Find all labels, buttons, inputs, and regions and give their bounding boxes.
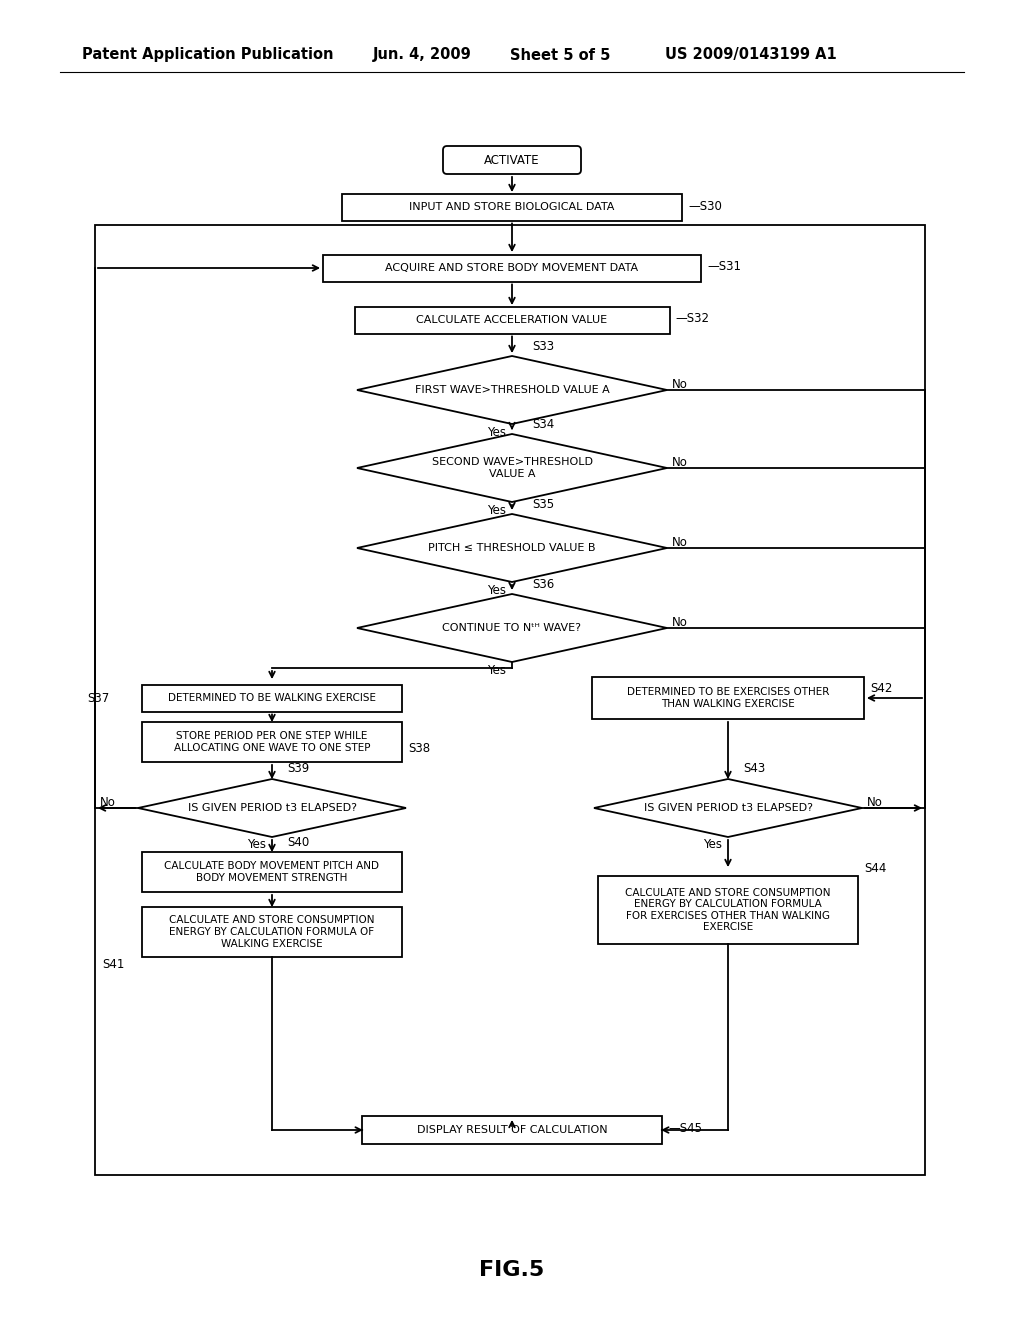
Bar	[598, 876, 858, 944]
Bar	[95, 224, 925, 1175]
Text: IS GIVEN PERIOD t3 ELAPSED?: IS GIVEN PERIOD t3 ELAPSED?	[643, 803, 812, 813]
Text: No: No	[672, 536, 688, 549]
Text: S41: S41	[102, 958, 124, 972]
Text: Patent Application Publication: Patent Application Publication	[82, 48, 334, 62]
Bar	[362, 1115, 662, 1144]
Bar	[142, 722, 402, 762]
Text: —S32: —S32	[676, 313, 710, 326]
Bar	[142, 907, 402, 957]
Text: FIG.5: FIG.5	[479, 1261, 545, 1280]
Bar	[354, 306, 670, 334]
Polygon shape	[357, 434, 667, 502]
Text: Yes: Yes	[487, 425, 506, 438]
Bar	[592, 677, 864, 719]
Text: S36: S36	[532, 578, 554, 590]
Polygon shape	[357, 513, 667, 582]
Text: SECOND WAVE>THRESHOLD
VALUE A: SECOND WAVE>THRESHOLD VALUE A	[431, 457, 593, 479]
Text: Yes: Yes	[703, 838, 722, 851]
Text: Yes: Yes	[487, 503, 506, 516]
Text: No: No	[867, 796, 883, 809]
Text: S42: S42	[870, 681, 892, 694]
Text: Yes: Yes	[487, 664, 506, 676]
Bar	[342, 194, 682, 220]
Polygon shape	[357, 594, 667, 663]
Text: S40: S40	[287, 836, 309, 849]
Polygon shape	[594, 779, 862, 837]
FancyBboxPatch shape	[443, 147, 581, 174]
Text: STORE PERIOD PER ONE STEP WHILE
ALLOCATING ONE WAVE TO ONE STEP: STORE PERIOD PER ONE STEP WHILE ALLOCATI…	[174, 731, 371, 752]
Text: PITCH ≤ THRESHOLD VALUE B: PITCH ≤ THRESHOLD VALUE B	[428, 543, 596, 553]
Text: S33: S33	[532, 339, 554, 352]
Bar	[323, 255, 701, 281]
Text: CALCULATE AND STORE CONSUMPTION
ENERGY BY CALCULATION FORMULA OF
WALKING EXERCIS: CALCULATE AND STORE CONSUMPTION ENERGY B…	[169, 915, 375, 949]
Text: CALCULATE BODY MOVEMENT PITCH AND
BODY MOVEMENT STRENGTH: CALCULATE BODY MOVEMENT PITCH AND BODY M…	[165, 861, 380, 883]
Text: INPUT AND STORE BIOLOGICAL DATA: INPUT AND STORE BIOLOGICAL DATA	[410, 202, 614, 213]
Text: IS GIVEN PERIOD t3 ELAPSED?: IS GIVEN PERIOD t3 ELAPSED?	[187, 803, 356, 813]
Text: S43: S43	[743, 763, 765, 776]
Text: CALCULATE ACCELERATION VALUE: CALCULATE ACCELERATION VALUE	[417, 315, 607, 325]
Text: No: No	[672, 379, 688, 392]
Text: S34: S34	[532, 417, 554, 430]
Text: ACTIVATE: ACTIVATE	[484, 153, 540, 166]
Bar	[142, 851, 402, 892]
Text: S44: S44	[864, 862, 887, 874]
Text: S39: S39	[287, 763, 309, 776]
Text: DETERMINED TO BE WALKING EXERCISE: DETERMINED TO BE WALKING EXERCISE	[168, 693, 376, 704]
Text: DISPLAY RESULT OF CALCULATION: DISPLAY RESULT OF CALCULATION	[417, 1125, 607, 1135]
Polygon shape	[357, 356, 667, 424]
Text: —S30: —S30	[688, 199, 722, 213]
Text: CALCULATE AND STORE CONSUMPTION
ENERGY BY CALCULATION FORMULA
FOR EXERCISES OTHE: CALCULATE AND STORE CONSUMPTION ENERGY B…	[626, 887, 830, 932]
Text: S35: S35	[532, 498, 554, 511]
Text: Sheet 5 of 5: Sheet 5 of 5	[510, 48, 610, 62]
Text: Yes: Yes	[247, 838, 266, 851]
Polygon shape	[138, 779, 406, 837]
Text: No: No	[672, 616, 688, 630]
Text: DETERMINED TO BE EXERCISES OTHER
THAN WALKING EXERCISE: DETERMINED TO BE EXERCISES OTHER THAN WA…	[627, 688, 829, 709]
Text: S38: S38	[408, 742, 430, 755]
Text: S37: S37	[87, 692, 110, 705]
Text: FIRST WAVE>THRESHOLD VALUE A: FIRST WAVE>THRESHOLD VALUE A	[415, 385, 609, 395]
Bar	[142, 685, 402, 711]
Text: No: No	[100, 796, 116, 809]
Text: No: No	[672, 457, 688, 470]
Text: —S31: —S31	[707, 260, 741, 273]
Text: Yes: Yes	[487, 583, 506, 597]
Text: US 2009/0143199 A1: US 2009/0143199 A1	[665, 48, 837, 62]
Text: CONTINUE TO Nᵗᴴ WAVE?: CONTINUE TO Nᵗᴴ WAVE?	[442, 623, 582, 634]
Text: —S45: —S45	[668, 1122, 702, 1135]
Text: ACQUIRE AND STORE BODY MOVEMENT DATA: ACQUIRE AND STORE BODY MOVEMENT DATA	[385, 263, 639, 273]
Text: Jun. 4, 2009: Jun. 4, 2009	[373, 48, 472, 62]
